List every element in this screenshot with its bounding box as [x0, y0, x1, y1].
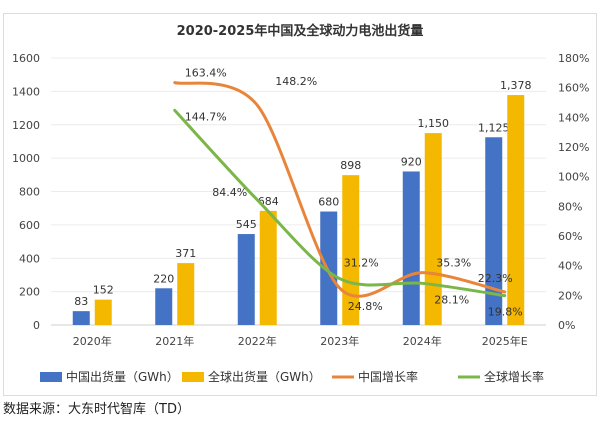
- legend-swatch: [40, 372, 62, 382]
- y-left-tick-label: 1400: [12, 85, 40, 98]
- bar-global: [94, 299, 112, 325]
- x-tick-label: 2021年: [155, 334, 194, 348]
- line-data-label: 144.7%: [185, 110, 227, 123]
- bar-china: [320, 211, 338, 325]
- line-data-label: 22.3%: [478, 272, 513, 285]
- y-left-tick-label: 1000: [12, 152, 40, 165]
- bar-global: [342, 175, 360, 325]
- y-left-tick-label: 400: [19, 252, 40, 265]
- line-data-label: 163.4%: [185, 67, 227, 80]
- x-tick-label: 2023年: [320, 334, 359, 348]
- line-data-label: 24.8%: [348, 300, 383, 313]
- x-tick-label: 2020年: [73, 334, 112, 348]
- line-data-label: 84.4%: [212, 186, 247, 199]
- bar-data-label: 1,125: [478, 121, 510, 134]
- y-left-tick-label: 1200: [12, 119, 40, 132]
- line-data-label: 31.2%: [344, 257, 379, 270]
- line-data-label: 148.2%: [275, 75, 317, 88]
- y-left-tick-label: 600: [19, 219, 40, 232]
- data-source: 数据来源：大东时代智库（TD）: [3, 402, 190, 417]
- y-right-tick-label: 140%: [558, 111, 589, 124]
- bar-china: [402, 171, 420, 325]
- bar-data-label: 371: [175, 247, 196, 260]
- line-china-growth: [173, 81, 507, 298]
- bar-global: [259, 210, 277, 325]
- bar-global: [177, 263, 195, 325]
- bar-china: [155, 288, 173, 325]
- bar-china: [72, 311, 90, 325]
- y-right-tick-label: 20%: [558, 289, 582, 302]
- bar-data-label: 920: [401, 155, 422, 168]
- x-tick-label: 2024年: [403, 334, 442, 348]
- line-data-label: 19.8%: [488, 306, 523, 319]
- bar-data-label: 680: [318, 196, 339, 209]
- legend-label: 全球出货量（GWh）: [208, 369, 321, 384]
- y-left-tick-label: 0: [33, 319, 40, 332]
- y-right-tick-label: 120%: [558, 141, 589, 154]
- legend-label: 中国增长率: [358, 369, 418, 384]
- bar-data-label: 684: [258, 195, 279, 208]
- legend-label: 全球增长率: [484, 369, 544, 384]
- legend-swatch: [182, 372, 204, 382]
- bar-data-label: 220: [153, 272, 174, 285]
- x-tick-label: 2022年: [238, 334, 277, 348]
- bar-data-label: 152: [93, 284, 114, 297]
- bar-china: [237, 234, 255, 325]
- bar-data-label: 1,150: [418, 117, 450, 130]
- bar-data-label: 83: [74, 295, 88, 308]
- bar-global: [424, 133, 442, 325]
- y-right-tick-label: 180%: [558, 52, 589, 65]
- y-left-tick-label: 1600: [12, 52, 40, 65]
- bar-data-label: 898: [340, 159, 361, 172]
- legend-label: 中国出货量（GWh）: [66, 369, 179, 384]
- y-right-tick-label: 100%: [558, 171, 589, 184]
- y-right-tick-label: 40%: [558, 260, 582, 273]
- bar-data-label: 1,378: [500, 79, 532, 92]
- chart-title: 2020-2025年中国及全球动力电池出货量: [177, 23, 424, 39]
- bar-global: [507, 95, 525, 325]
- bar-data-label: 545: [236, 218, 257, 231]
- y-left-tick-label: 200: [19, 286, 40, 299]
- line-global-growth: [173, 108, 507, 298]
- line-data-label: 35.3%: [436, 257, 471, 270]
- x-tick-label: 2025年E: [482, 334, 528, 348]
- y-right-tick-label: 60%: [558, 230, 582, 243]
- bar-china: [485, 137, 503, 325]
- y-right-tick-label: 160%: [558, 82, 589, 95]
- y-right-tick-label: 0%: [558, 319, 575, 332]
- y-left-tick-label: 800: [19, 186, 40, 199]
- line-data-label: 28.1%: [434, 293, 469, 306]
- y-right-tick-label: 80%: [558, 200, 582, 213]
